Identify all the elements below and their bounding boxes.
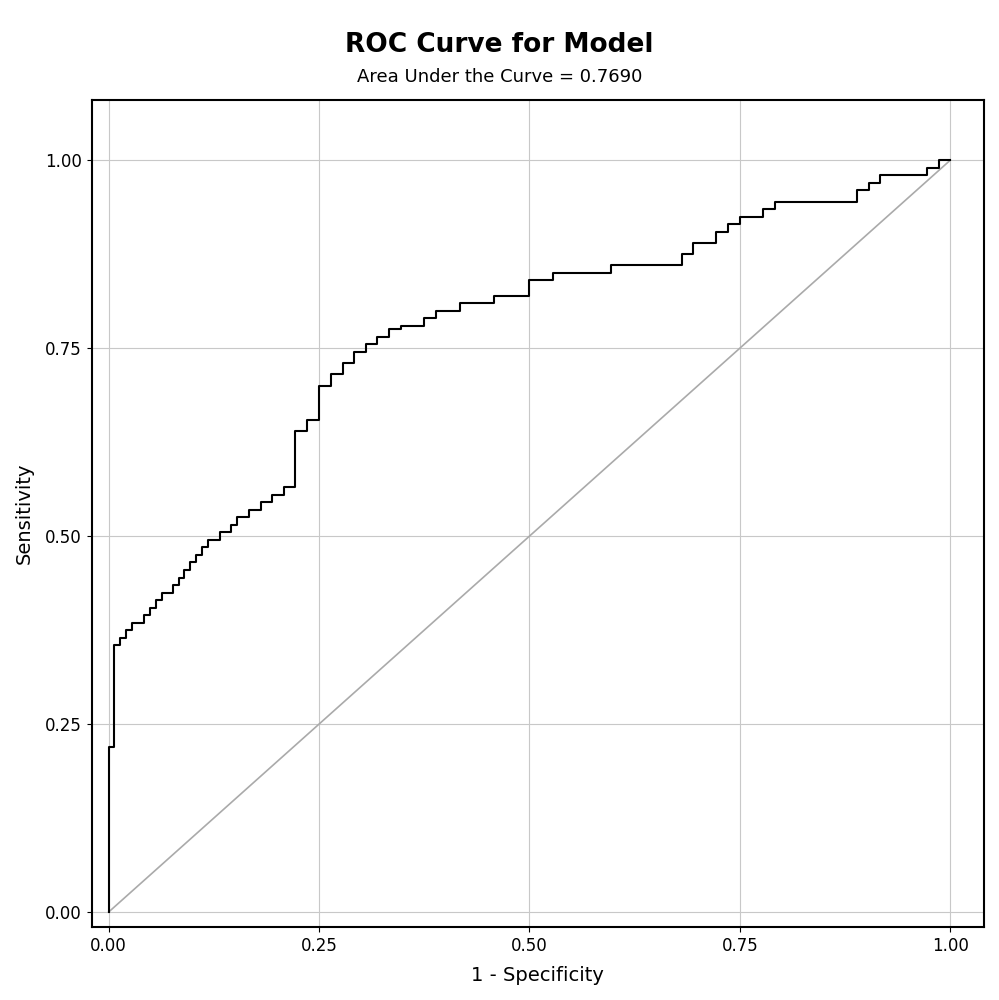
Text: ROC Curve for Model: ROC Curve for Model (346, 32, 653, 58)
Title: ROC Curve for Model
Area Under the Curve = 0.7690: ROC Curve for Model Area Under the Curve… (0, 999, 1, 1000)
Y-axis label: Sensitivity: Sensitivity (15, 463, 34, 564)
X-axis label: 1 - Specificity: 1 - Specificity (472, 966, 604, 985)
Text: Area Under the Curve = 0.7690: Area Under the Curve = 0.7690 (357, 68, 642, 86)
